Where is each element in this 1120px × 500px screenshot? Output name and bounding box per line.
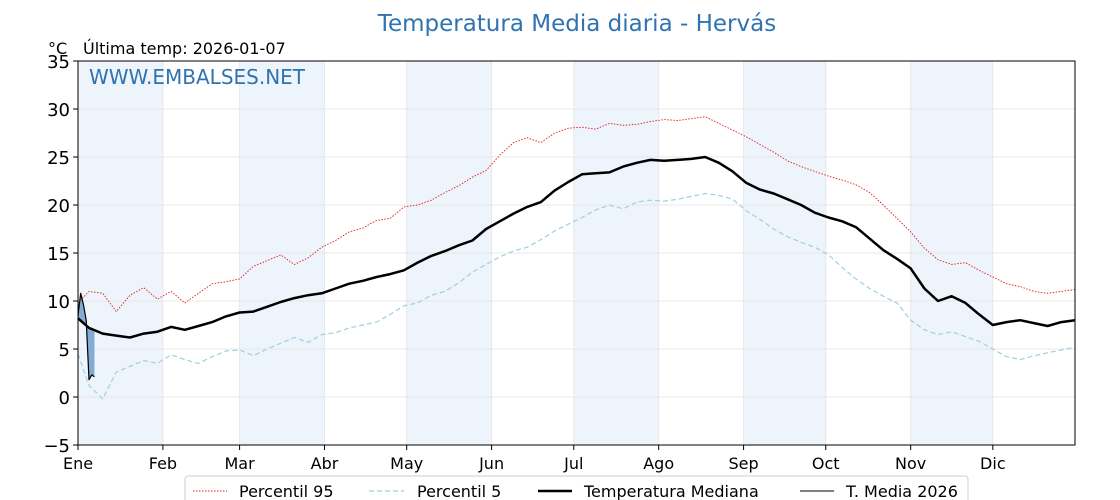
unit-label: °C — [48, 39, 67, 58]
chart-title: Temperatura Media diaria - Hervás — [377, 11, 776, 37]
watermark: WWW.EMBALSES.NET — [89, 65, 306, 89]
y-tick-label: 25 — [47, 148, 70, 169]
y-tick-label: 15 — [47, 244, 70, 265]
legend-label-median: Temperatura Mediana — [583, 482, 759, 500]
legend: Percentil 95 Percentil 5 Temperatura Med… — [184, 475, 969, 500]
y-tick-label: 5 — [59, 340, 70, 361]
x-tick-label: Mar — [225, 454, 256, 473]
series-line-p95 — [77, 116, 1076, 313]
x-tick-label: Dic — [980, 454, 1006, 473]
y-tick-label: 20 — [47, 196, 70, 217]
x-tick-label: Oct — [812, 454, 840, 473]
legend-label-p5: Percentil 5 — [417, 482, 501, 500]
y-tick-label: −5 — [43, 436, 70, 457]
series-line-median — [77, 155, 1076, 339]
series-line-p5 — [77, 192, 1076, 400]
x-axis: Ene Feb Mar Abr May Jun Jul Ago Sep Oct Nov Dic — [63, 445, 1006, 473]
x-tick-label: Jul — [563, 454, 583, 473]
y-tick-label: 10 — [47, 292, 70, 313]
series-line-2026 — [77, 292, 95, 381]
x-tick-label: Abr — [311, 454, 339, 473]
x-tick-label: May — [390, 454, 423, 473]
x-tick-label: Feb — [149, 454, 177, 473]
series-layer — [77, 116, 1076, 400]
y-tick-label: 30 — [47, 100, 70, 121]
x-tick-label: Ene — [63, 454, 93, 473]
x-tick-label: Jun — [478, 454, 504, 473]
legend-frame — [184, 475, 969, 500]
y-tick-label: 35 — [47, 52, 70, 73]
x-tick-label: Nov — [895, 454, 926, 473]
last-temp-label: Última temp: 2026-01-07 — [83, 39, 286, 58]
x-tick-label: Ago — [643, 454, 674, 473]
y-tick-label: 0 — [59, 388, 70, 409]
legend-label-p95: Percentil 95 — [239, 482, 334, 500]
y-axis: −5 0 5 10 15 20 25 30 35 — [43, 52, 78, 457]
legend-label-2026: T. Media 2026 — [845, 482, 958, 500]
x-tick-label: Sep — [729, 454, 759, 473]
current-year-area — [78, 293, 95, 380]
